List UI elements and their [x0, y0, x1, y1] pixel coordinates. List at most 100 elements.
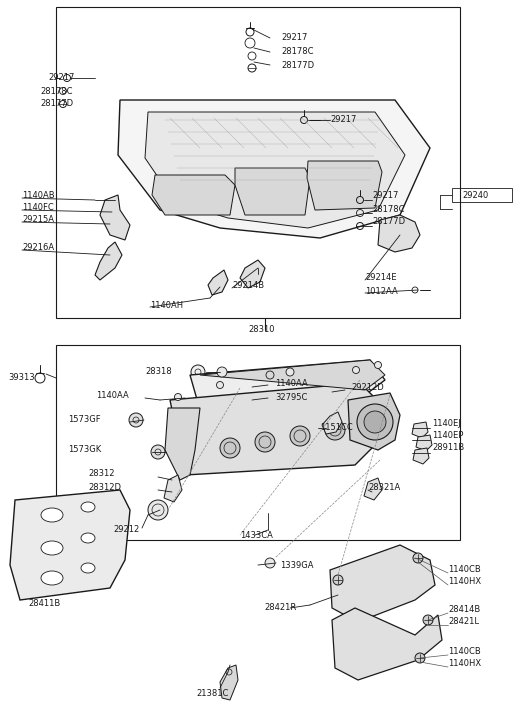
Circle shape	[265, 558, 275, 568]
Circle shape	[423, 615, 433, 625]
Polygon shape	[200, 360, 385, 390]
Circle shape	[286, 368, 294, 376]
Text: 1140AA: 1140AA	[275, 379, 308, 388]
Text: 28911B: 28911B	[432, 443, 464, 452]
Text: 1339GA: 1339GA	[280, 561, 313, 571]
Circle shape	[374, 361, 381, 369]
Text: 1573GK: 1573GK	[68, 446, 101, 454]
Polygon shape	[240, 260, 265, 288]
Bar	[56, 345, 460, 540]
Polygon shape	[330, 545, 435, 622]
Circle shape	[217, 382, 224, 388]
Text: 28310: 28310	[248, 326, 275, 334]
Text: 39313: 39313	[8, 374, 35, 382]
Circle shape	[364, 411, 386, 433]
Text: 28177D: 28177D	[40, 100, 73, 108]
Text: 28178C: 28178C	[40, 87, 73, 95]
Text: 1140CB: 1140CB	[448, 648, 481, 656]
Text: 28318: 28318	[145, 368, 172, 377]
Text: 1012AA: 1012AA	[365, 286, 398, 295]
Polygon shape	[364, 478, 382, 500]
Polygon shape	[165, 408, 200, 480]
Polygon shape	[95, 242, 122, 280]
Text: 29212: 29212	[113, 526, 139, 534]
Polygon shape	[170, 383, 380, 475]
Text: 29217: 29217	[48, 73, 74, 82]
Text: 29216A: 29216A	[22, 243, 54, 252]
Text: 28421R: 28421R	[264, 603, 296, 613]
Text: 28178C: 28178C	[372, 204, 405, 214]
Circle shape	[217, 367, 227, 377]
Text: 1151CC: 1151CC	[320, 424, 353, 433]
Polygon shape	[118, 100, 430, 238]
Circle shape	[191, 365, 205, 379]
Text: 1140EJ: 1140EJ	[432, 419, 461, 428]
Text: 1140FC: 1140FC	[22, 203, 54, 212]
Text: 29214E: 29214E	[365, 273, 397, 283]
Text: 28177D: 28177D	[372, 217, 405, 227]
Text: 28411B: 28411B	[28, 600, 60, 608]
Text: 28312D: 28312D	[88, 483, 121, 491]
Text: 29214B: 29214B	[232, 281, 264, 289]
Ellipse shape	[81, 563, 95, 573]
Polygon shape	[100, 195, 130, 240]
Circle shape	[413, 553, 423, 563]
Ellipse shape	[81, 502, 95, 512]
Text: 1140EP: 1140EP	[432, 432, 464, 441]
Polygon shape	[378, 215, 420, 252]
Text: 29215A: 29215A	[22, 214, 54, 223]
Polygon shape	[190, 360, 385, 410]
Text: 1140CB: 1140CB	[448, 566, 481, 574]
Text: 29217: 29217	[330, 116, 356, 124]
Polygon shape	[152, 175, 235, 215]
Ellipse shape	[81, 533, 95, 543]
Text: 32795C: 32795C	[275, 393, 307, 401]
Circle shape	[325, 420, 345, 440]
Text: 28321A: 28321A	[368, 483, 400, 491]
Text: 1140AH: 1140AH	[150, 300, 183, 310]
Circle shape	[290, 426, 310, 446]
Text: 29240: 29240	[462, 191, 488, 201]
Ellipse shape	[41, 571, 63, 585]
Circle shape	[220, 438, 240, 458]
Polygon shape	[235, 168, 310, 215]
Text: 1140HX: 1140HX	[448, 577, 481, 587]
Polygon shape	[164, 475, 182, 502]
Circle shape	[175, 393, 182, 401]
Ellipse shape	[41, 541, 63, 555]
Circle shape	[129, 413, 143, 427]
Text: 29217: 29217	[372, 191, 398, 201]
Polygon shape	[412, 422, 428, 438]
Polygon shape	[322, 412, 342, 434]
Circle shape	[333, 575, 343, 585]
Polygon shape	[145, 112, 405, 228]
Polygon shape	[332, 608, 442, 680]
Circle shape	[357, 404, 393, 440]
Circle shape	[148, 500, 168, 520]
Circle shape	[255, 432, 275, 452]
Text: 29217: 29217	[281, 33, 307, 42]
Circle shape	[415, 653, 425, 663]
Polygon shape	[208, 270, 228, 295]
Text: 28178C: 28178C	[281, 47, 313, 57]
Text: 1140AB: 1140AB	[22, 190, 55, 199]
Text: 28177D: 28177D	[281, 60, 314, 70]
Polygon shape	[10, 490, 130, 600]
Ellipse shape	[41, 508, 63, 522]
Polygon shape	[220, 665, 238, 700]
Text: 1573GF: 1573GF	[68, 416, 101, 425]
Polygon shape	[416, 435, 432, 451]
Circle shape	[353, 366, 359, 374]
Polygon shape	[348, 393, 400, 450]
Text: 1140AA: 1140AA	[96, 390, 129, 400]
Polygon shape	[413, 448, 429, 464]
Text: 1433CA: 1433CA	[240, 531, 273, 539]
Text: 29212D: 29212D	[351, 384, 384, 393]
Text: 1140HX: 1140HX	[448, 659, 481, 669]
Bar	[452, 188, 512, 202]
Circle shape	[151, 445, 165, 459]
Text: 28414B: 28414B	[448, 606, 480, 614]
Polygon shape	[307, 161, 382, 210]
Bar	[56, 7, 460, 318]
Text: 28421L: 28421L	[448, 617, 479, 627]
